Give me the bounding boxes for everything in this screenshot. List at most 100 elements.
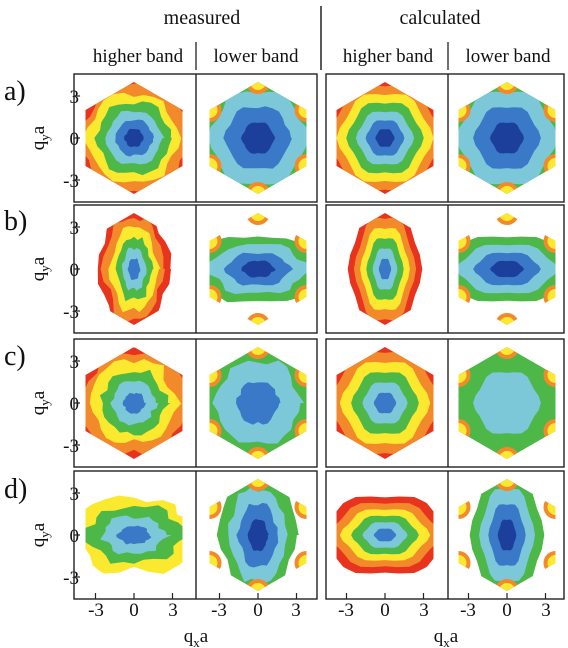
hexagon-contour-b-4: [458, 213, 556, 325]
column-header-calculated-higher: higher band: [343, 46, 434, 67]
contour-level: [116, 525, 152, 545]
corner-lobe: [246, 313, 270, 325]
y-label-sub: y: [37, 531, 52, 538]
corner-lobe: [547, 289, 556, 305]
y-tick: -3: [63, 568, 79, 589]
hexagon-contour-b-1: [97, 213, 172, 325]
x-tick: 3: [168, 600, 178, 621]
panel-frame: [325, 204, 565, 334]
contour-level: [378, 258, 392, 280]
corner-lobe: [499, 317, 515, 325]
y-label-tail: a: [28, 522, 49, 531]
x-tick: 3: [419, 600, 429, 621]
corner-lobe: [250, 213, 266, 221]
corner-lobe: [209, 158, 218, 174]
y-tick: -3: [63, 171, 79, 192]
hexagon-contour-d-3: [336, 496, 434, 574]
hexagon-contour-c-3: [336, 347, 434, 459]
corner-lobe: [298, 555, 307, 571]
contour-level: [375, 129, 395, 147]
contour-level: [236, 382, 281, 425]
corner-lobe: [246, 347, 270, 359]
corner-lobe: [298, 423, 307, 439]
x-axis-label-calculated: qxa: [434, 626, 459, 648]
corner-lobe: [499, 82, 515, 90]
corner-lobe: [250, 186, 266, 194]
corner-lobe: [209, 102, 218, 118]
y-label-tail: a: [28, 125, 49, 134]
y-label-q: q: [28, 405, 49, 415]
column-header-calculated-lower: lower band: [466, 46, 551, 67]
contour-level: [497, 519, 517, 551]
svg-text:qya: qya: [28, 522, 52, 547]
x-tick: -3: [338, 600, 354, 621]
y-label-tail: a: [28, 390, 49, 399]
y-axis-label-row-a: qya: [28, 125, 52, 150]
x-tick: 0: [502, 600, 512, 621]
corner-lobe: [458, 367, 467, 383]
row-label-b: b): [4, 206, 27, 237]
x-tick: -3: [88, 600, 104, 621]
corner-lobe: [209, 423, 218, 439]
corner-lobe: [458, 499, 467, 515]
corner-lobe: [209, 233, 218, 249]
contour-level: [122, 392, 147, 414]
corner-lobe: [298, 367, 307, 383]
corner-lobe: [495, 447, 519, 459]
hexagon-contour-a-1: [85, 82, 183, 194]
corner-lobe: [499, 347, 515, 355]
corner-lobe: [499, 186, 515, 194]
contour-level: [473, 372, 541, 434]
hexagon-contour-d-1: [85, 495, 183, 575]
corner-lobe: [298, 233, 307, 249]
hexagon-contour-a-4: [458, 82, 556, 194]
corner-lobe: [547, 233, 556, 249]
hexagon-contour-a-3: [336, 82, 434, 194]
x-label-tail: a: [450, 626, 459, 647]
hexagon-contour-b-2: [209, 213, 307, 325]
corner-lobe: [458, 158, 467, 174]
x-tick: 3: [541, 600, 551, 621]
y-axis-label-row-d: qya: [28, 522, 52, 547]
corner-lobe: [495, 82, 519, 94]
y-label-sub: y: [37, 134, 52, 141]
corner-lobe: [547, 367, 556, 383]
corner-lobe: [246, 182, 270, 194]
hexagon-contour-d-4: [458, 479, 556, 591]
corner-lobe: [209, 499, 218, 515]
tick-marks-layer: [74, 95, 547, 599]
corner-lobe: [250, 479, 266, 487]
corner-lobe: [298, 102, 307, 118]
corner-lobe: [298, 499, 307, 515]
corner-lobe: [458, 102, 467, 118]
row-label-a: a): [4, 76, 26, 107]
corner-lobe: [246, 82, 270, 94]
corner-lobe: [250, 451, 266, 459]
column-header-measured-lower: lower band: [214, 46, 299, 67]
contour-level: [373, 528, 397, 542]
y-axis-label-row-b: qya: [28, 256, 52, 281]
y-label-q: q: [28, 537, 49, 547]
y-axis-label-row-c: qya: [28, 390, 52, 415]
panels-layer: [85, 82, 556, 591]
y-label-q: q: [28, 140, 49, 150]
corner-lobe: [246, 213, 270, 225]
x-ticks-calculated-higher: -3 0 3: [338, 600, 429, 621]
corner-lobe: [209, 289, 218, 305]
x-tick: 0: [129, 600, 139, 621]
corner-lobe: [547, 158, 556, 174]
row-label-d: d): [4, 474, 27, 505]
y-ticks-row-d: 3 0 -3: [63, 484, 79, 589]
x-label-sub: x: [443, 635, 450, 648]
corner-lobe: [209, 555, 218, 571]
contour-level: [240, 122, 276, 154]
y-ticks-row-b: 3 0 -3: [63, 218, 79, 323]
x-tick: 0: [253, 600, 263, 621]
corner-lobe: [250, 347, 266, 355]
corner-lobe: [547, 423, 556, 439]
x-label-q: q: [184, 626, 194, 647]
contour-level: [490, 260, 524, 278]
row-label-c: c): [4, 341, 26, 372]
corner-lobe: [547, 555, 556, 571]
